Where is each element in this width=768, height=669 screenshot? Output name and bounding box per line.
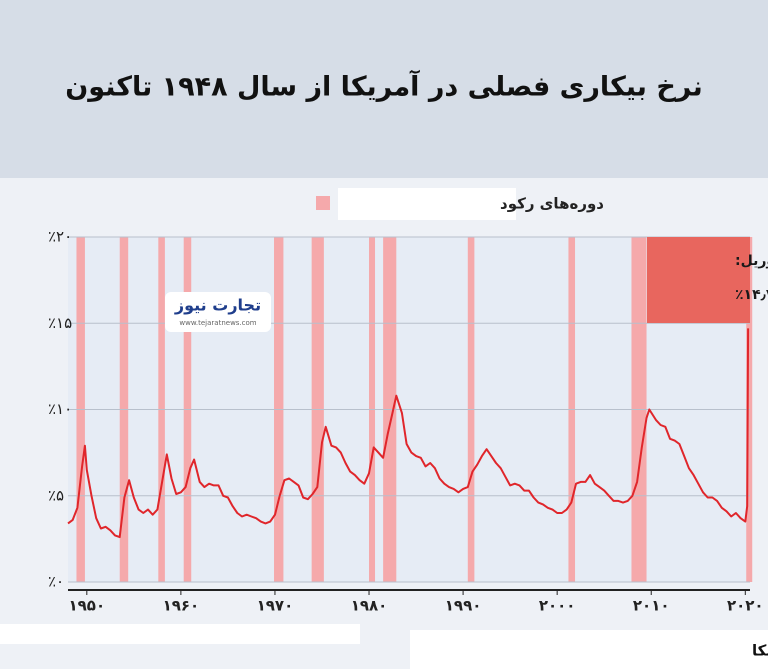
series-line	[67, 328, 750, 539]
y-tick-label: ٪۵	[48, 486, 64, 504]
plot: ٪۰ ٪۵ ٪۱۰ ٪۱۵ ٪۲۰ ۱۹۵۰ ۱۹۶۰ ۱۹۷۰ ۱۹۸۰ ۱۹۹۰ ۲۰۰۰ ۲۰۱…	[48, 228, 768, 615]
source: منبع: وزارت کار آمریکا	[752, 642, 768, 660]
footer-box	[0, 624, 360, 644]
x-tick-label: ۱۹۵۰	[69, 597, 106, 615]
x-tick-label: ۲۰۲۰	[727, 597, 764, 615]
chart-title: نرخ بیکاری فصلی در آمریکا از سال ۱۹۴۸ تا…	[65, 70, 702, 103]
annotation-text: ٪۱۴٫۷	[735, 287, 768, 303]
watermark-site: www.tejaratnews.com	[179, 319, 256, 327]
x-tick-label: ۲۰۱۰	[633, 597, 670, 615]
y-tick-label: ٪۰	[48, 573, 64, 591]
x-tick-label: ۱۹۸۰	[351, 597, 388, 615]
watermark-name: تجارت نیوز	[174, 296, 261, 315]
watermark-box	[165, 292, 271, 332]
footer-box	[410, 630, 768, 669]
x-tick-label: ۱۹۷۰	[257, 597, 294, 615]
header-background	[0, 0, 768, 178]
x-tick-label: ۱۹۹۰	[445, 597, 482, 615]
legend-label: دوره‌های رکود	[500, 195, 604, 213]
annotation-text: ۲۰ آوریل:	[735, 251, 768, 269]
y-tick-label: ٪۱۵	[48, 314, 72, 332]
y-tick-label: ٪۱۰	[48, 400, 72, 418]
x-tick-label: ۱۹۶۰	[163, 597, 200, 615]
legend-swatch	[316, 196, 330, 210]
annotation-box	[647, 237, 750, 323]
x-tick-label: ۲۰۰۰	[539, 597, 576, 615]
legend-box	[338, 188, 516, 220]
y-tick-label: ٪۲۰	[48, 228, 72, 246]
